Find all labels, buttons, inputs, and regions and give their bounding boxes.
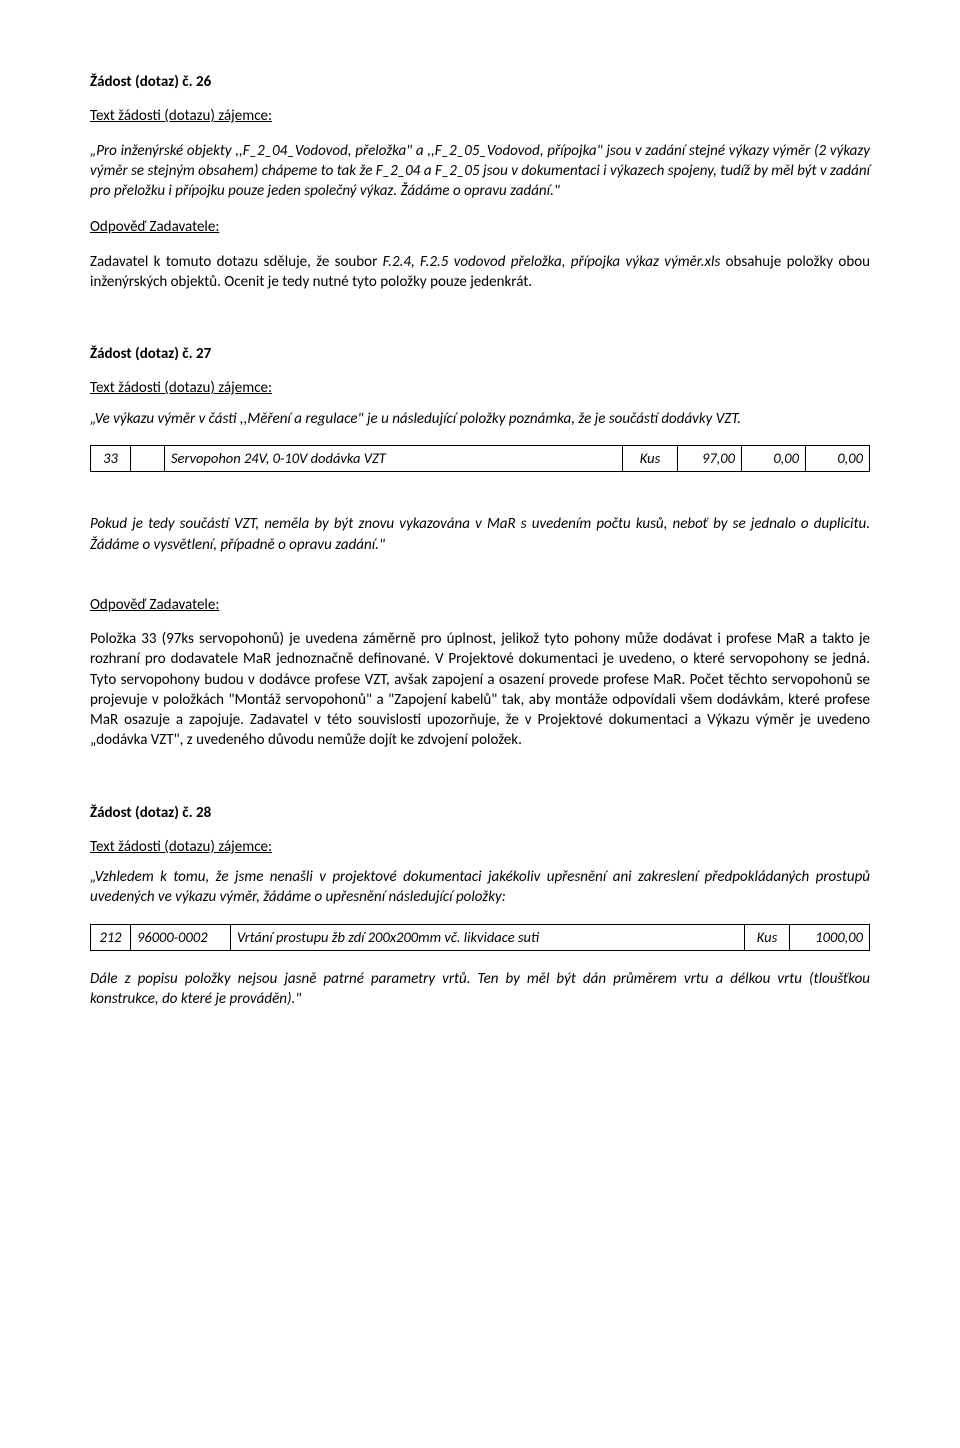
answer-heading-26: Odpověď Zadavatele: xyxy=(90,217,870,237)
table-cell: 212 xyxy=(91,924,131,951)
subheading-27: Text žádosti (dotazu) zájemce: xyxy=(90,378,870,398)
answer-heading-27: Odpověď Zadavatele: xyxy=(90,595,870,615)
heading-27: Žádost (dotaz) č. 27 xyxy=(90,344,870,364)
table-cell: 33 xyxy=(91,445,131,472)
table-cell: Kus xyxy=(745,924,790,951)
table-27: 33 Servopohon 24V, 0-10V dodávka VZT Kus… xyxy=(90,445,870,473)
request-text-27b: Pokud je tedy součástí VZT, neměla by bý… xyxy=(90,514,870,555)
answer-text-27: Položka 33 (97ks servopohonů) je uvedena… xyxy=(90,629,870,751)
heading-26: Žádost (dotaz) č. 26 xyxy=(90,72,870,92)
answer-text-26: Zadavatel k tomuto dotazu sděluje, že so… xyxy=(90,252,870,293)
table-cell: 0,00 xyxy=(806,445,870,472)
table-28: 212 96000-0002 Vrtání prostupu žb zdí 20… xyxy=(90,924,870,952)
table-row: 33 Servopohon 24V, 0-10V dodávka VZT Kus… xyxy=(91,445,870,472)
ans-26a: Zadavatel k tomuto dotazu sděluje, že so… xyxy=(90,253,383,271)
table-row: 212 96000-0002 Vrtání prostupu žb zdí 20… xyxy=(91,924,870,951)
table-cell: 0,00 xyxy=(742,445,806,472)
request-text-28b: Dále z popisu položky nejsou jasně patrn… xyxy=(90,969,870,1010)
subheading-26: Text žádosti (dotazu) zájemce: xyxy=(90,106,870,126)
table-cell xyxy=(131,445,165,472)
request-text-28a: „Vzhledem k tomu, že jsme nenašli v proj… xyxy=(90,867,870,908)
table-cell: Kus xyxy=(623,445,678,472)
table-cell: 97,00 xyxy=(678,445,742,472)
request-text-27a: „Ve výkazu výměr v části ,,Měření a regu… xyxy=(90,409,870,429)
subheading-28: Text žádosti (dotazu) zájemce: xyxy=(90,837,870,857)
request-text-26: „Pro inženýrské objekty ,,F_2_04_Vodovod… xyxy=(90,141,870,202)
ans-26b: F.2.4, F.2.5 vodovod přeložka, přípojka … xyxy=(383,253,721,271)
heading-28: Žádost (dotaz) č. 28 xyxy=(90,803,870,823)
table-cell: Servopohon 24V, 0-10V dodávka VZT xyxy=(165,445,623,472)
table-cell: Vrtání prostupu žb zdí 200x200mm vč. lik… xyxy=(231,924,745,951)
table-cell: 96000-0002 xyxy=(131,924,231,951)
table-cell: 1000,00 xyxy=(790,924,870,951)
